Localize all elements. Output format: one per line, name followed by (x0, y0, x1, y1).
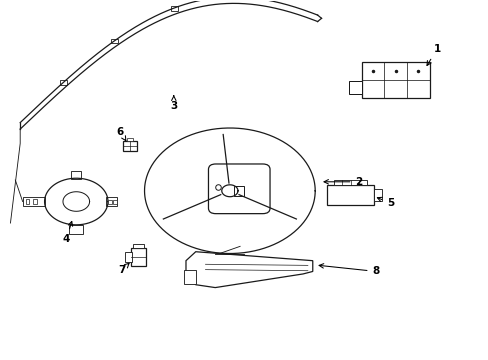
FancyBboxPatch shape (131, 248, 146, 266)
FancyBboxPatch shape (133, 244, 144, 248)
FancyBboxPatch shape (208, 164, 269, 213)
FancyBboxPatch shape (327, 185, 373, 205)
FancyBboxPatch shape (123, 141, 137, 151)
Text: 6: 6 (116, 127, 125, 141)
FancyBboxPatch shape (25, 199, 29, 204)
Text: 2: 2 (324, 177, 362, 187)
FancyBboxPatch shape (111, 39, 118, 44)
FancyBboxPatch shape (69, 225, 83, 234)
Text: 1: 1 (426, 44, 440, 66)
FancyBboxPatch shape (348, 81, 361, 94)
FancyBboxPatch shape (125, 252, 132, 262)
Text: 5: 5 (377, 197, 394, 208)
FancyBboxPatch shape (334, 180, 366, 185)
FancyBboxPatch shape (127, 138, 133, 141)
FancyBboxPatch shape (60, 80, 67, 85)
Text: 8: 8 (319, 264, 379, 276)
FancyBboxPatch shape (71, 171, 81, 179)
FancyBboxPatch shape (183, 270, 195, 284)
FancyBboxPatch shape (373, 189, 382, 201)
FancyBboxPatch shape (106, 197, 117, 206)
Text: 4: 4 (62, 221, 73, 244)
FancyBboxPatch shape (22, 197, 44, 206)
FancyBboxPatch shape (170, 6, 177, 10)
Text: 3: 3 (170, 96, 177, 112)
FancyBboxPatch shape (33, 199, 37, 204)
Text: 7: 7 (118, 263, 129, 275)
FancyBboxPatch shape (233, 186, 244, 196)
FancyBboxPatch shape (361, 62, 429, 98)
